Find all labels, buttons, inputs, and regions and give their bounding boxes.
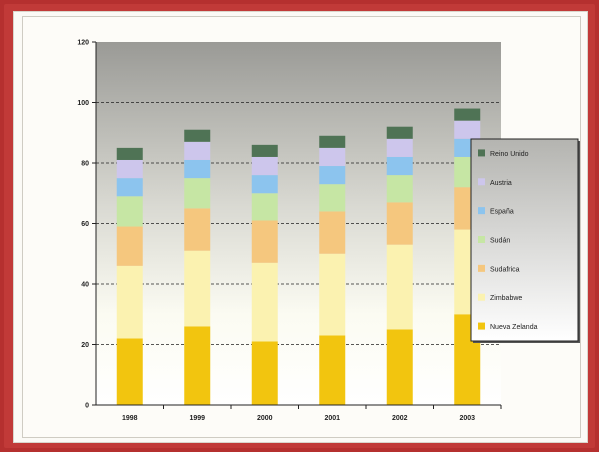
bar-segment — [319, 166, 346, 185]
y-tick-label: 60 — [81, 221, 89, 228]
bar-segment — [184, 326, 211, 405]
bar-segment — [184, 178, 211, 209]
y-tick-label: 120 — [77, 40, 89, 47]
bar-segment — [184, 159, 211, 179]
bar-segment — [251, 156, 278, 176]
bar-segment — [184, 129, 211, 142]
bar-segment — [116, 196, 143, 227]
bar-segment — [251, 175, 278, 194]
bar-segment — [116, 265, 143, 339]
x-tick-label: 1999 — [189, 415, 205, 422]
bar-segment — [319, 211, 346, 254]
x-tick-label: 2003 — [459, 415, 475, 422]
y-tick-label: 80 — [81, 161, 89, 168]
y-tick-label: 40 — [81, 282, 89, 289]
bar-segment — [319, 135, 346, 148]
bar-segment — [386, 156, 413, 176]
legend-label: Sudafrica — [490, 266, 520, 273]
bar-segment — [454, 108, 481, 121]
legend-label: Zimbabwe — [490, 295, 522, 302]
legend-swatch — [478, 293, 485, 301]
chart-area: 0 20 40 60 80 100 120 1998 1999 2000 2001 2002 2003 … — [22, 16, 581, 438]
legend-label: Reino Unido — [490, 151, 529, 158]
bar-segment — [454, 120, 481, 139]
x-tick-label: 1998 — [122, 415, 138, 422]
x-tick-label: 2000 — [257, 415, 273, 422]
legend-label: Sudán — [490, 238, 510, 245]
bar-segment — [116, 226, 143, 266]
bar-segment — [116, 338, 143, 405]
bar-segment — [184, 141, 211, 160]
legend-swatch — [478, 236, 485, 243]
bar-segment — [116, 159, 143, 179]
bar-segment — [251, 144, 278, 157]
bar-segment — [251, 193, 278, 221]
bar-segment — [251, 262, 278, 342]
legend-label: Austria — [490, 180, 512, 187]
bar-segment — [116, 147, 143, 160]
bar-segment — [386, 175, 413, 203]
y-tick-label: 20 — [81, 342, 89, 349]
bar-segment — [319, 253, 346, 336]
bar-segment — [386, 244, 413, 330]
legend-swatch — [478, 178, 485, 186]
bar-segment — [251, 341, 278, 405]
x-tick-label: 2001 — [324, 415, 340, 422]
legend-swatch — [478, 264, 485, 272]
legend-label: España — [490, 209, 514, 216]
bar-segment — [184, 250, 211, 327]
legend-box — [470, 138, 579, 342]
x-tick-label: 2002 — [392, 415, 408, 422]
bar-segment — [251, 220, 278, 263]
bar-segment — [386, 126, 413, 139]
bar-segment — [319, 335, 346, 405]
y-tick-label: 0 — [85, 403, 89, 410]
legend-label: Nueva Zelanda — [490, 324, 538, 331]
bar-segment — [386, 138, 413, 157]
y-tick-label: 100 — [77, 100, 89, 107]
bar-segment — [386, 329, 413, 405]
bar-segment — [116, 178, 143, 197]
legend-swatch — [478, 149, 485, 157]
bar-segment — [319, 184, 346, 212]
bar-segment — [184, 208, 211, 251]
legend-swatch — [478, 322, 485, 330]
bar-segment — [386, 202, 413, 245]
legend-swatch — [478, 207, 485, 215]
bar-segment — [319, 147, 346, 167]
